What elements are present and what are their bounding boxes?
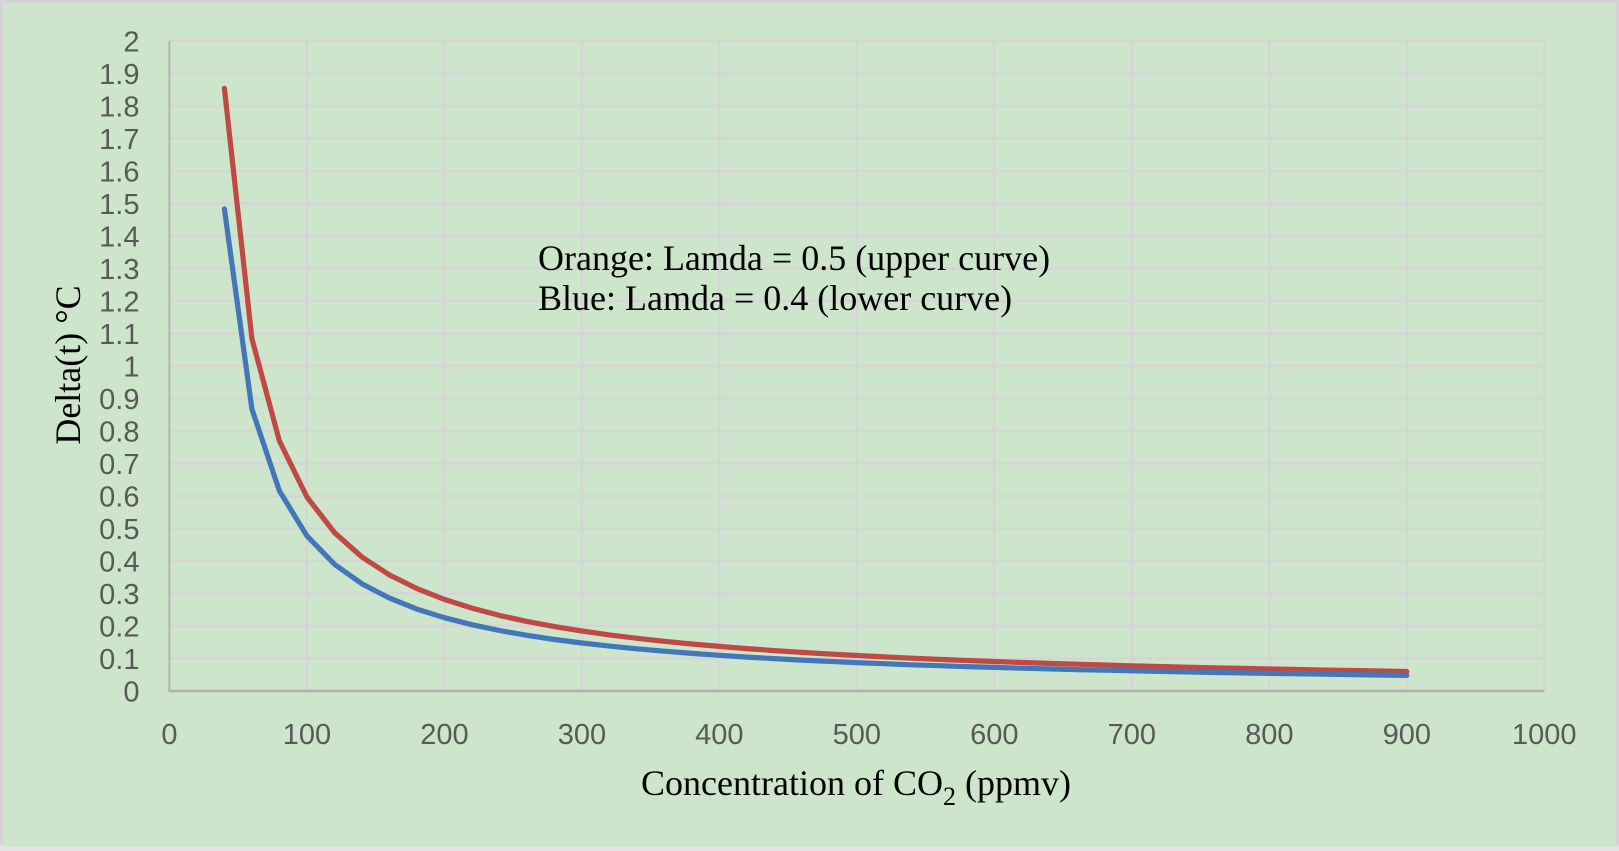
svg-text:Orange: Lamda = 0.5 (upper cur: Orange: Lamda = 0.5 (upper curve) bbox=[538, 238, 1050, 278]
svg-text:0: 0 bbox=[123, 677, 139, 709]
svg-text:700: 700 bbox=[1108, 719, 1156, 751]
svg-text:2: 2 bbox=[123, 27, 139, 59]
svg-text:500: 500 bbox=[833, 719, 881, 751]
svg-text:0.9: 0.9 bbox=[99, 384, 139, 416]
svg-text:1.6: 1.6 bbox=[99, 157, 139, 189]
svg-text:0.4: 0.4 bbox=[99, 547, 139, 579]
svg-text:1.9: 1.9 bbox=[99, 59, 139, 91]
svg-text:Delta(t) °C: Delta(t) °C bbox=[48, 285, 88, 444]
svg-text:1.1: 1.1 bbox=[99, 319, 139, 351]
svg-text:1.8: 1.8 bbox=[99, 92, 139, 124]
svg-text:0.5: 0.5 bbox=[99, 514, 139, 546]
svg-text:0.8: 0.8 bbox=[99, 417, 139, 449]
svg-text:1.5: 1.5 bbox=[99, 189, 139, 221]
svg-text:1: 1 bbox=[123, 352, 139, 384]
svg-text:200: 200 bbox=[420, 719, 468, 751]
svg-text:0.3: 0.3 bbox=[99, 579, 139, 611]
svg-text:0.2: 0.2 bbox=[99, 612, 139, 644]
svg-text:1.7: 1.7 bbox=[99, 124, 139, 156]
svg-text:0.6: 0.6 bbox=[99, 482, 139, 514]
svg-text:1.2: 1.2 bbox=[99, 287, 139, 319]
svg-text:600: 600 bbox=[970, 719, 1018, 751]
svg-text:1.4: 1.4 bbox=[99, 222, 139, 254]
svg-text:0.7: 0.7 bbox=[99, 449, 139, 481]
svg-text:Blue: Lamda = 0.4 (lower curve: Blue: Lamda = 0.4 (lower curve) bbox=[538, 278, 1012, 318]
svg-text:400: 400 bbox=[695, 719, 743, 751]
svg-text:800: 800 bbox=[1245, 719, 1293, 751]
svg-text:0.1: 0.1 bbox=[99, 644, 139, 676]
svg-text:1000: 1000 bbox=[1512, 719, 1577, 751]
svg-text:100: 100 bbox=[283, 719, 331, 751]
svg-text:1.3: 1.3 bbox=[99, 254, 139, 286]
svg-text:900: 900 bbox=[1383, 719, 1431, 751]
svg-text:0: 0 bbox=[161, 719, 177, 751]
svg-text:300: 300 bbox=[558, 719, 606, 751]
